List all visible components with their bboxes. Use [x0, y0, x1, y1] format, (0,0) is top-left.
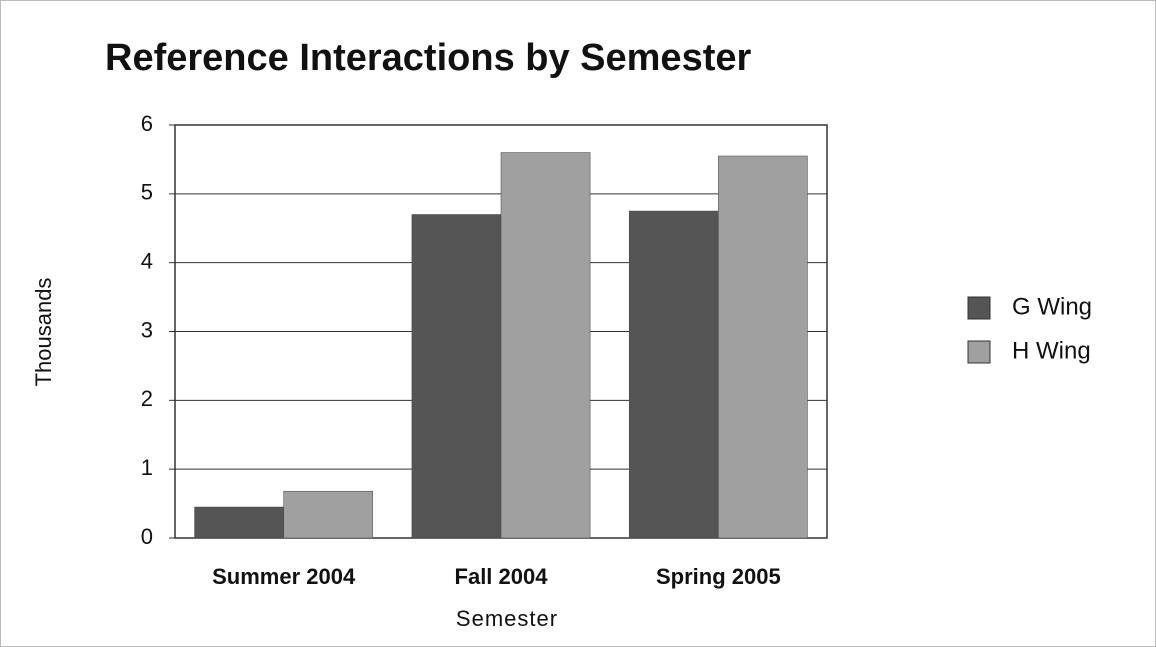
y-tick-label: 3 [141, 317, 153, 342]
y-tick-label: 1 [141, 455, 153, 480]
x-axis-label: Semester [456, 606, 558, 631]
y-tick-label: 0 [141, 524, 153, 549]
legend-label: H Wing [1012, 337, 1091, 364]
chart-title: Reference Interactions by Semester [105, 37, 751, 79]
bar [718, 155, 808, 539]
y-tick-label: 6 [141, 111, 153, 136]
legend-label: G Wing [1012, 293, 1092, 320]
bar [283, 490, 374, 539]
legend-swatch [967, 296, 991, 320]
bar [411, 214, 502, 539]
bar [628, 210, 719, 539]
x-tick-label: Spring 2005 [656, 564, 781, 589]
y-tick-label: 2 [141, 386, 153, 411]
y-tick-label: 4 [141, 248, 153, 273]
y-tick-label: 5 [141, 180, 153, 205]
x-tick-label: Summer 2004 [212, 564, 356, 589]
x-tick-label: Fall 2004 [455, 564, 549, 589]
y-axis-label: Thousands [31, 278, 56, 387]
bar [500, 152, 591, 539]
legend-swatch [967, 340, 991, 364]
bar [194, 506, 284, 539]
